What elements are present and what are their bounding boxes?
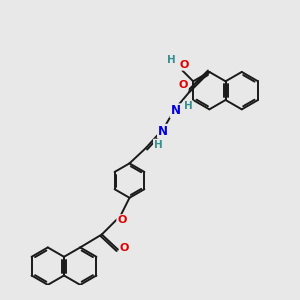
- Text: O: O: [117, 215, 127, 225]
- Text: N: N: [170, 104, 181, 117]
- Text: O: O: [120, 243, 129, 253]
- Text: O: O: [180, 60, 189, 70]
- Text: H: H: [184, 101, 193, 111]
- Text: H: H: [154, 140, 163, 150]
- Text: H: H: [167, 56, 176, 65]
- Text: N: N: [158, 125, 168, 138]
- Text: O: O: [178, 80, 188, 90]
